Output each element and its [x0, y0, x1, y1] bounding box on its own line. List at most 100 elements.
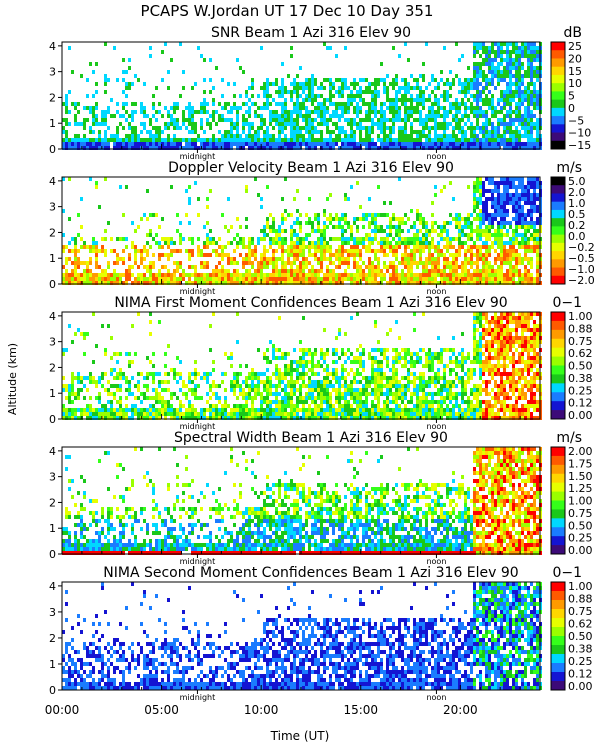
heatmap-cell — [512, 237, 515, 241]
heatmap-cell — [110, 249, 113, 253]
heatmap-cell — [446, 277, 449, 281]
heatmap-cell — [164, 372, 167, 376]
heatmap-cell — [299, 130, 302, 134]
heatmap-cell — [485, 265, 488, 269]
heatmap-cell — [110, 392, 113, 396]
heatmap-cell — [101, 384, 104, 388]
heatmap-cell — [518, 146, 521, 150]
heatmap-cell — [332, 217, 335, 221]
heatmap-cell — [515, 126, 518, 130]
heatmap-cell — [344, 261, 347, 265]
heatmap-cell — [269, 392, 272, 396]
heatmap-cell — [104, 253, 107, 257]
heatmap-cell — [458, 122, 461, 126]
heatmap-cell — [350, 118, 353, 122]
heatmap-cell — [140, 257, 143, 261]
heatmap-cell — [143, 138, 146, 142]
heatmap-cell — [389, 126, 392, 130]
heatmap-cell — [368, 261, 371, 265]
heatmap-cell — [473, 241, 476, 245]
heatmap-cell — [323, 237, 326, 241]
figure-header: PCAPS W.Jordan UT 17 Dec 10 Day 351 — [141, 2, 434, 20]
heatmap-cell — [293, 78, 296, 82]
heatmap-cell — [182, 392, 185, 396]
heatmap-cell — [125, 352, 128, 356]
heatmap-cell — [323, 380, 326, 384]
heatmap-field — [62, 312, 542, 420]
heatmap-cell — [68, 146, 71, 150]
heatmap-cell — [191, 237, 194, 241]
heatmap-cell — [62, 130, 65, 134]
heatmap-cell — [398, 281, 401, 285]
heatmap-cell — [62, 281, 65, 285]
heatmap-cell — [503, 106, 506, 110]
heatmap-cell — [251, 408, 254, 412]
heatmap-cell — [188, 221, 191, 225]
heatmap-cell — [230, 142, 233, 146]
heatmap-cell — [95, 122, 98, 126]
heatmap-cell — [488, 273, 491, 277]
heatmap-cell — [206, 138, 209, 142]
heatmap-cell — [266, 388, 269, 392]
heatmap-cell — [191, 106, 194, 110]
heatmap-cell — [302, 82, 305, 86]
heatmap-cell — [110, 114, 113, 118]
heatmap-cell — [473, 114, 476, 118]
heatmap-cell — [515, 233, 518, 237]
heatmap-cell — [104, 42, 107, 46]
heatmap-cell — [116, 388, 119, 392]
heatmap-cell — [293, 404, 296, 408]
heatmap-cell — [275, 376, 278, 380]
heatmap-cell — [218, 130, 221, 134]
heatmap-cell — [281, 253, 284, 257]
heatmap-cell — [248, 142, 251, 146]
heatmap-cell — [200, 118, 203, 122]
heatmap-cell — [260, 273, 263, 277]
heatmap-cell — [401, 261, 404, 265]
heatmap-cell — [230, 277, 233, 281]
heatmap-cell — [251, 281, 254, 285]
heatmap-cell — [398, 217, 401, 221]
heatmap-cell — [467, 146, 470, 150]
heatmap-cell — [80, 237, 83, 241]
heatmap-cell — [275, 233, 278, 237]
heatmap-cell — [278, 237, 281, 241]
heatmap-cell — [113, 368, 116, 372]
heatmap-cell — [176, 146, 179, 150]
heatmap-cell — [455, 110, 458, 114]
heatmap-cell — [485, 54, 488, 58]
heatmap-cell — [476, 90, 479, 94]
heatmap-cell — [521, 213, 524, 217]
heatmap-cell — [476, 253, 479, 257]
heatmap-cell — [407, 273, 410, 277]
heatmap-cell — [146, 396, 149, 400]
heatmap-cell — [308, 253, 311, 257]
heatmap-cell — [521, 205, 524, 209]
heatmap-cell — [128, 265, 131, 269]
heatmap-cell — [509, 74, 512, 78]
heatmap-cell — [248, 261, 251, 265]
heatmap-cell — [296, 114, 299, 118]
heatmap-cell — [485, 134, 488, 138]
heatmap-cell — [470, 134, 473, 138]
heatmap-cell — [104, 249, 107, 253]
heatmap-cell — [374, 142, 377, 146]
heatmap-cell — [299, 376, 302, 380]
heatmap-cell — [116, 372, 119, 376]
heatmap-cell — [155, 372, 158, 376]
heatmap-cell — [518, 138, 521, 142]
heatmap-cell — [365, 126, 368, 130]
heatmap-cell — [227, 82, 230, 86]
heatmap-cell — [533, 177, 536, 181]
heatmap-cell — [221, 78, 224, 82]
heatmap-cell — [410, 241, 413, 245]
heatmap-cell — [164, 42, 167, 46]
heatmap-cell — [221, 146, 224, 150]
heatmap-cell — [227, 253, 230, 257]
heatmap-cell — [476, 201, 479, 205]
heatmap-cell — [464, 90, 467, 94]
heatmap-cell — [221, 94, 224, 98]
heatmap-cell — [443, 114, 446, 118]
heatmap-cell — [338, 102, 341, 106]
heatmap-cell — [530, 221, 533, 225]
